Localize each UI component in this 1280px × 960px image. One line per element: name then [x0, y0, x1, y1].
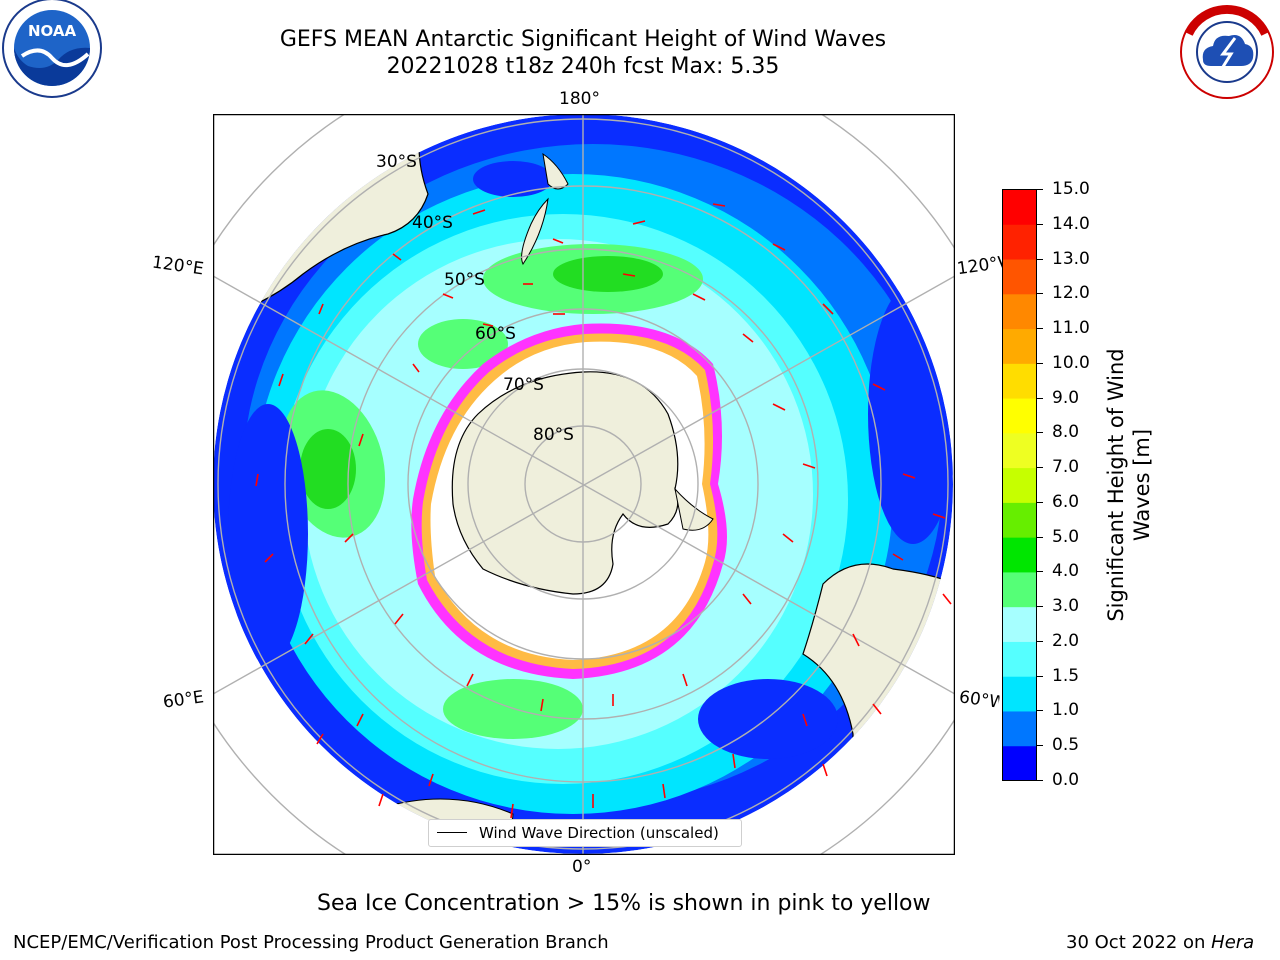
legend-label: Wind Wave Direction (unscaled) — [479, 824, 719, 842]
lat-label-40s: 40°S — [412, 213, 453, 233]
colorbar-tick-mark — [1037, 780, 1043, 781]
colorbar-segment — [1002, 606, 1037, 642]
colorbar-tick-mark — [1037, 640, 1043, 642]
land-new-zealand — [521, 197, 549, 265]
legend-line-symbol — [437, 832, 467, 833]
colorbar-segment — [1002, 641, 1037, 677]
colorbar-tick-label: 11.0 — [1052, 318, 1090, 339]
colorbar-segment — [1002, 676, 1037, 712]
lat-label-60s: 60°S — [475, 324, 516, 344]
graticule — [213, 114, 955, 855]
colorbar-label: Significant Height of Wind Waves [m] — [1104, 348, 1154, 622]
lon-label-bottom: 0° — [572, 857, 592, 877]
colorbar-tick-mark — [1037, 362, 1043, 364]
colorbar-tick-label: 1.5 — [1052, 665, 1080, 686]
colorbar-tick-mark — [1037, 571, 1043, 573]
land-antarctica — [451, 371, 679, 595]
lon-label-lower-left: 60°E — [161, 687, 206, 713]
colorbar-tick-mark — [1037, 258, 1043, 260]
colorbar-segment — [1002, 398, 1037, 434]
colorbar-tick-mark — [1037, 467, 1043, 469]
colorbar-tick-mark — [1037, 328, 1043, 330]
lon-label-lower-right: 60°W — [957, 687, 1001, 713]
colorbar-segment — [1002, 259, 1037, 295]
colorbar-segment — [1002, 571, 1037, 608]
colorbar-tick-mark — [1037, 189, 1043, 190]
colorbar-segment — [1002, 502, 1037, 538]
nws-logo — [1180, 5, 1274, 99]
colorbar-segment — [1002, 328, 1037, 364]
colorbar-segment — [1002, 745, 1037, 781]
colorbar-tick-mark — [1037, 745, 1043, 747]
colorbar-tick-label: 9.0 — [1052, 387, 1080, 408]
colorbar-tick-mark — [1037, 293, 1043, 295]
polar-map[interactable] — [213, 114, 955, 855]
colorbar-tick-label: 15.0 — [1052, 179, 1090, 199]
colorbar-tick-label: 0.0 — [1052, 770, 1080, 790]
colorbar — [1002, 189, 1037, 781]
colorbar-tick-mark — [1037, 710, 1043, 712]
lon-label-top: 180° — [559, 89, 600, 109]
footer-date-text: 30 Oct 2022 on — [1066, 932, 1212, 953]
colorbar-tick-mark — [1037, 606, 1043, 608]
map-frame — [213, 114, 955, 855]
colorbar-tick-label: 4.0 — [1052, 561, 1080, 582]
colorbar-tick-label: 7.0 — [1052, 457, 1080, 478]
map-title: GEFS MEAN Antarctic Significant Height o… — [279, 27, 887, 52]
colorbar-tick-label: 8.0 — [1052, 422, 1080, 443]
footer-host: Hera — [1211, 932, 1255, 953]
colorbar-tick-mark — [1037, 501, 1043, 503]
colorbar-tick-mark — [1037, 432, 1043, 434]
noaa-logo-text: NOAA — [28, 22, 77, 40]
colorbar-segment — [1002, 363, 1037, 399]
colorbar-segment — [1002, 467, 1037, 503]
colorbar-tick-label: 14.0 — [1052, 213, 1090, 234]
colorbar-tick-mark — [1037, 675, 1043, 677]
wind-wave-arrows — [255, 203, 952, 819]
colorbar-tick-mark — [1037, 223, 1043, 225]
colorbar-tick-label: 10.0 — [1052, 352, 1090, 373]
colorbar-segment — [1002, 432, 1037, 469]
colorbar-segment — [1002, 710, 1037, 747]
colorbar-segment — [1002, 224, 1037, 260]
colorbar-tick-label: 1.0 — [1052, 700, 1080, 721]
colorbar-tick-label: 2.0 — [1052, 630, 1080, 651]
colorbar-tick-mark — [1037, 397, 1043, 399]
colorbar-tick-label: 3.0 — [1052, 596, 1080, 617]
noaa-logo: NOAA — [2, 0, 102, 98]
footer-date: 30 Oct 2022 on Hera — [1066, 932, 1254, 953]
lon-label-upper-left: 120°E — [150, 252, 205, 280]
colorbar-tick-label: 12.0 — [1052, 283, 1090, 304]
colorbar-tick-label: 5.0 — [1052, 526, 1080, 547]
colorbar-segment — [1002, 537, 1037, 573]
footer-branch: NCEP/EMC/Verification Post Processing Pr… — [13, 932, 609, 953]
colorbar-segment — [1002, 293, 1037, 330]
sea-ice-caption: Sea Ice Concentration > 15% is shown in … — [317, 891, 931, 916]
map-subtitle: 20221028 t18z 240h fcst Max: 5.35 — [386, 54, 780, 79]
colorbar-tick-label: 13.0 — [1052, 248, 1090, 269]
lat-label-80s: 80°S — [533, 425, 574, 445]
lon-label-upper-right: 120°W — [955, 252, 1007, 280]
lat-label-50s: 50°S — [444, 270, 485, 290]
lat-label-70s: 70°S — [503, 375, 544, 395]
colorbar-segment — [1002, 189, 1037, 225]
map-legend: Wind Wave Direction (unscaled) — [428, 819, 742, 847]
colorbar-tick-label: 6.0 — [1052, 491, 1080, 512]
colorbar-tick-label: 0.5 — [1052, 735, 1080, 756]
colorbar-tick-mark — [1037, 536, 1043, 538]
lat-label-30s: 30°S — [376, 152, 417, 172]
